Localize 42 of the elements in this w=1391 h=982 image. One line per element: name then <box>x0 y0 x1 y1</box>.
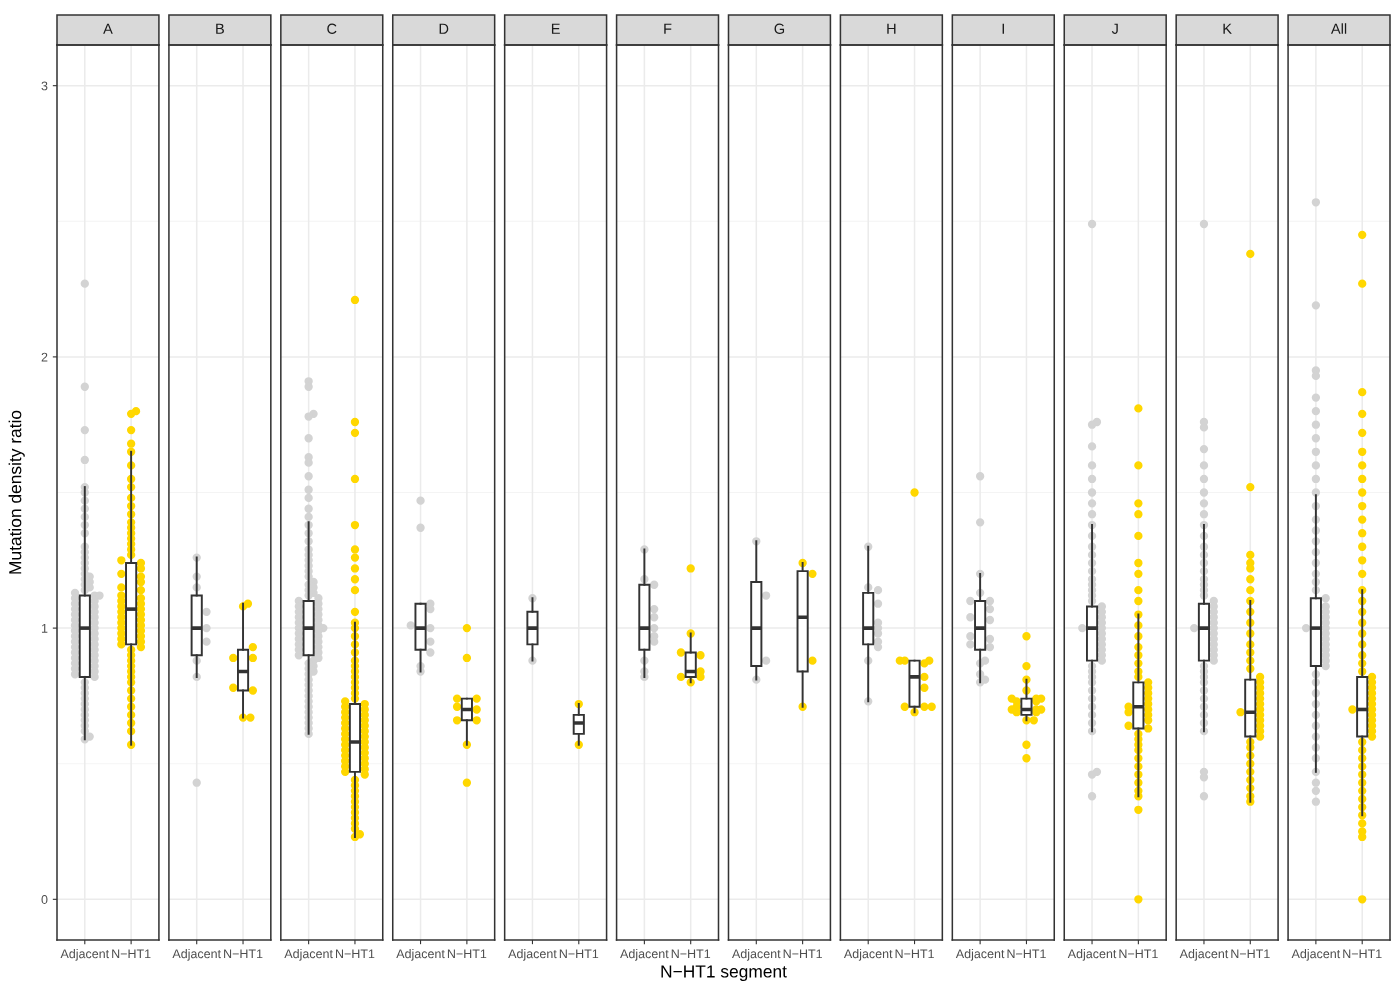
x-tick-label: N−HT1 <box>671 949 711 959</box>
x-axis-title: N−HT1 segment <box>661 965 787 982</box>
chart-title: I <box>1002 23 1004 34</box>
x-tick-label: N−HT1 <box>1231 949 1270 959</box>
chart-title: J <box>1111 23 1118 34</box>
x-tick-label: Adjacent <box>1291 949 1341 961</box>
chart-title: E <box>551 23 560 34</box>
x-tick-label: Adjacent <box>172 949 221 961</box>
x-tick-label: N−HT1 <box>224 949 263 959</box>
chart-title: H <box>887 23 896 34</box>
chart-title: K <box>1223 23 1232 34</box>
chart-title: B <box>216 23 224 34</box>
x-tick-label: N−HT1 <box>112 949 151 959</box>
x-tick-label: N−HT1 <box>336 949 375 959</box>
x-tick-label: N−HT1 <box>1343 949 1382 959</box>
y-axis-title: Mutation density ratio <box>8 410 25 574</box>
x-tick-label: N−HT1 <box>1119 949 1158 959</box>
y-tick-label: 0 <box>41 895 48 904</box>
x-tick-label: Adjacent <box>620 949 669 961</box>
y-tick-label: 1 <box>41 624 48 633</box>
x-tick-label: Adjacent <box>843 949 893 961</box>
chart-title: A <box>103 23 113 34</box>
x-tick-label: N−HT1 <box>783 949 822 959</box>
chart-title: F <box>664 23 672 34</box>
x-tick-label: Adjacent <box>732 949 781 961</box>
chart-title: C <box>327 23 337 34</box>
x-tick-label: Adjacent <box>60 949 110 961</box>
x-tick-label: N−HT1 <box>559 949 599 959</box>
x-tick-label: Adjacent <box>955 949 1005 961</box>
chart-title: G <box>774 23 785 34</box>
chart-title: All <box>1330 23 1347 34</box>
x-tick-label: Adjacent <box>396 949 445 961</box>
y-tick-label: 2 <box>41 352 48 362</box>
x-tick-label: Adjacent <box>284 949 333 961</box>
chart-title: D <box>439 23 449 34</box>
x-tick-label: N−HT1 <box>895 949 934 959</box>
x-tick-label: Adjacent <box>508 949 557 961</box>
x-tick-label: N−HT1 <box>447 949 487 959</box>
x-tick-label: Adjacent <box>1179 949 1229 961</box>
x-tick-label: N−HT1 <box>1007 949 1046 959</box>
y-tick-label: 3 <box>41 81 48 91</box>
x-tick-label: Adjacent <box>1067 949 1117 961</box>
